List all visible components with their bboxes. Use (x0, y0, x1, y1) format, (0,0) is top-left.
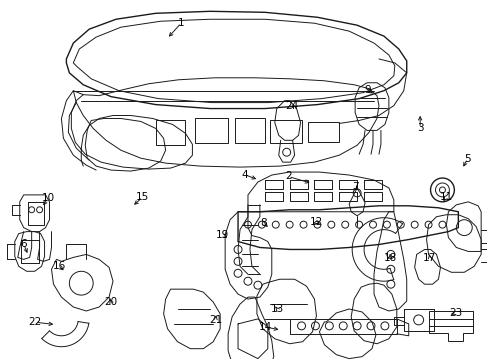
Text: 22: 22 (28, 317, 41, 327)
Text: 9: 9 (364, 85, 370, 95)
Text: 12: 12 (309, 217, 322, 227)
Text: 2: 2 (285, 171, 291, 181)
Text: 6: 6 (20, 239, 27, 249)
Text: 15: 15 (136, 192, 149, 202)
Text: 7: 7 (351, 182, 358, 192)
Text: 20: 20 (104, 297, 118, 307)
Text: 23: 23 (448, 308, 461, 318)
Text: 8: 8 (260, 218, 266, 228)
Text: 5: 5 (464, 154, 470, 163)
Text: 13: 13 (270, 304, 284, 314)
Text: 19: 19 (216, 230, 229, 240)
Text: 16: 16 (52, 261, 65, 271)
Text: 17: 17 (423, 253, 436, 263)
Text: 24: 24 (285, 101, 298, 111)
Text: 4: 4 (241, 170, 247, 180)
Text: 18: 18 (383, 253, 396, 263)
Text: 21: 21 (208, 315, 222, 325)
Text: 1: 1 (178, 18, 184, 28)
Text: 10: 10 (41, 193, 55, 203)
Text: 3: 3 (416, 123, 423, 133)
Text: 11: 11 (439, 192, 452, 202)
Text: 14: 14 (259, 322, 272, 332)
